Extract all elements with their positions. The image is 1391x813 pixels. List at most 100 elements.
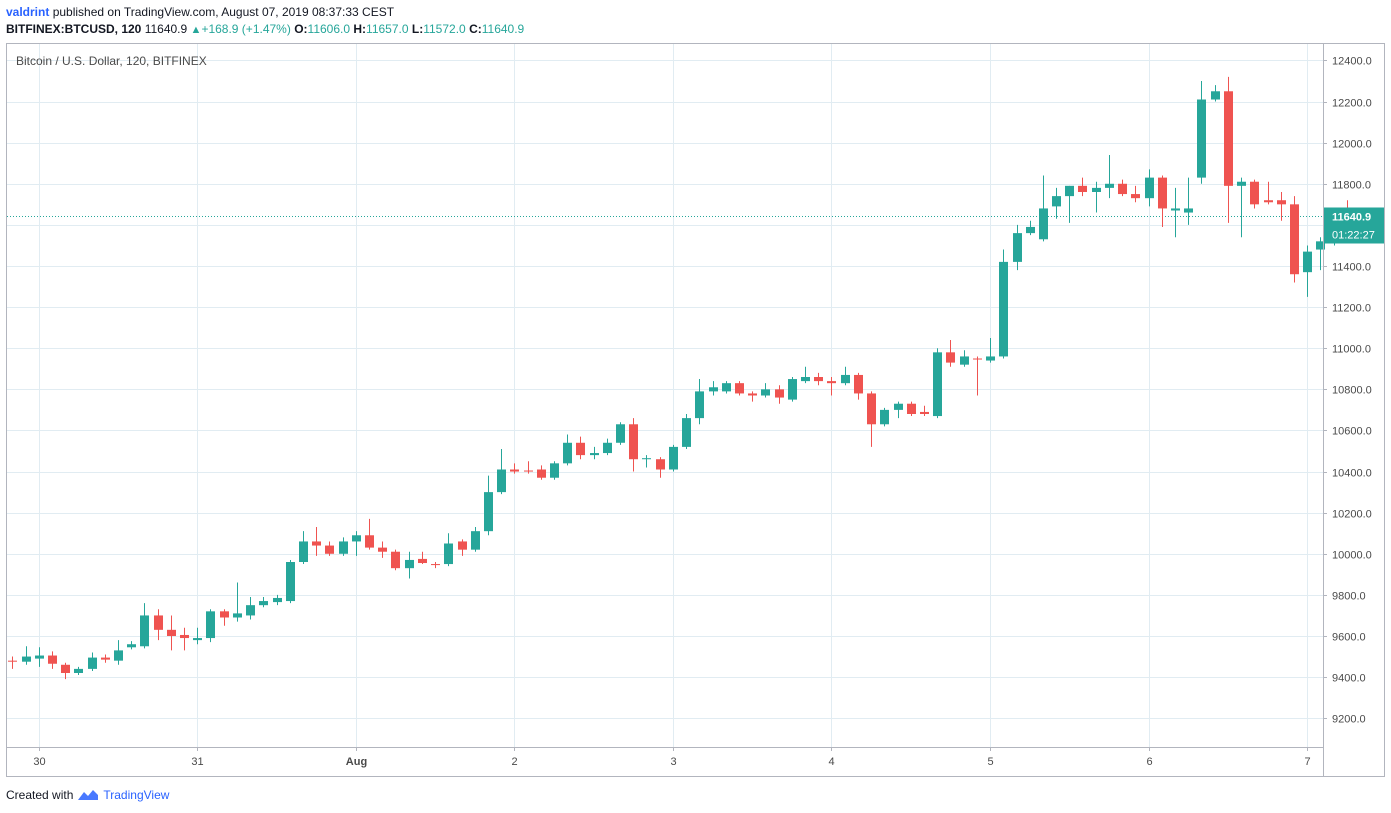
candle-body — [695, 391, 704, 419]
candle-body — [1184, 208, 1193, 213]
price-tick-label: 9800.0 — [1332, 591, 1366, 603]
candle-body — [827, 381, 836, 384]
price-change: +168.9 (+1.47%) — [201, 22, 291, 36]
candle-up — [339, 537, 348, 556]
candlestick-chart[interactable]: 9200.0 9400.0 9600.0 9800.0 10000.0 10200.0 10… — [7, 44, 1384, 776]
candle-body — [444, 543, 453, 565]
candle-body — [1197, 99, 1206, 178]
candle-down — [431, 562, 440, 569]
candle-up — [299, 531, 308, 565]
candle-up — [1065, 185, 1074, 223]
candle-down — [325, 541, 334, 556]
candle-body — [761, 389, 770, 396]
symbol-legend: BITFINEX:BTCUSD, 120 11640.9 ▲+168.9 (+1… — [6, 22, 524, 36]
candle-down — [524, 461, 533, 474]
candle-body — [325, 545, 334, 554]
candle-down — [1118, 179, 1127, 197]
tradingview-logo-icon — [78, 790, 99, 800]
candle-down — [365, 518, 374, 550]
candle-up — [695, 379, 704, 425]
candle-body — [8, 660, 17, 662]
current-price-tag — [1324, 207, 1384, 226]
candle-body — [748, 393, 757, 396]
grid-lines — [7, 44, 1323, 747]
candle-body — [1039, 208, 1048, 240]
candle-down — [378, 541, 387, 558]
candle-down — [61, 662, 70, 680]
open-value: 11606.0 — [307, 22, 351, 36]
candle-body — [299, 541, 308, 562]
candle-down — [220, 609, 229, 626]
candle-up — [114, 640, 123, 665]
candle-up — [616, 422, 625, 445]
candle-up — [960, 350, 969, 367]
candle-body — [1290, 204, 1299, 275]
price-tick-label: 10800.0 — [1332, 385, 1372, 397]
candle-up — [1105, 155, 1114, 199]
chart-container[interactable]: 9200.0 9400.0 9600.0 9800.0 10000.0 10200.0 10… — [6, 43, 1385, 777]
candle-body — [814, 377, 823, 382]
time-axis[interactable]: 3031Aug2345678 — [33, 747, 1384, 768]
arrow-up-icon: ▲ — [190, 24, 202, 36]
candle-body — [418, 558, 427, 564]
candle-up — [273, 594, 282, 606]
candle-body — [246, 605, 255, 616]
candle-up — [22, 646, 31, 665]
time-tick-label: 30 — [33, 756, 45, 768]
candle-down — [920, 405, 929, 417]
price-axis[interactable]: 9200.0 9400.0 9600.0 9800.0 10000.0 10200.0 10… — [1323, 56, 1372, 726]
price-tick-label: 10200.0 — [1332, 509, 1372, 521]
candle-body — [1303, 251, 1312, 273]
author-link[interactable]: valdrint — [6, 5, 50, 19]
close-value: 11640.9 — [481, 22, 525, 36]
countdown-tag — [1324, 225, 1384, 244]
candle-body — [682, 418, 691, 447]
candle-up — [709, 381, 718, 396]
candle-body — [841, 374, 850, 384]
candle-body — [471, 531, 480, 550]
candle-up — [88, 652, 97, 671]
candle-body — [656, 459, 665, 470]
candle-body — [1026, 226, 1035, 234]
candle-body — [140, 615, 149, 647]
last-price: 11640.9 — [144, 22, 188, 36]
price-tick-label: 10600.0 — [1332, 426, 1372, 438]
candle-body — [1105, 183, 1114, 188]
candle-body — [1316, 241, 1325, 250]
candle-up — [497, 448, 506, 495]
low-value: 11572.0 — [423, 22, 466, 36]
candle-up — [603, 438, 612, 456]
candle-body — [74, 668, 83, 673]
candle-down — [48, 651, 57, 669]
candle-body — [788, 379, 797, 400]
candle-body — [510, 469, 519, 472]
open-label: O: — [294, 22, 308, 36]
candle-down — [391, 549, 400, 571]
candle-up — [405, 551, 414, 579]
candle-body — [537, 469, 546, 478]
candle-up — [880, 407, 889, 427]
candle-body — [999, 261, 1008, 357]
candle-body — [273, 597, 282, 603]
price-tick-label: 12200.0 — [1332, 98, 1372, 110]
time-tick-label: 7 — [1304, 756, 1310, 768]
candle-body — [405, 559, 414, 569]
candle-up — [233, 582, 242, 622]
candle-body — [867, 393, 876, 425]
candle-down — [101, 654, 110, 663]
candle-up — [669, 444, 678, 472]
candle-body — [1065, 185, 1074, 197]
candle-up — [259, 596, 268, 608]
tradingview-link[interactable]: TradingView — [103, 788, 170, 802]
candle-up — [788, 377, 797, 402]
candle-body — [1052, 196, 1061, 207]
candle-up — [1237, 177, 1246, 238]
candle-down — [180, 627, 189, 651]
created-with-text: Created with — [6, 788, 74, 802]
candle-down — [167, 615, 176, 651]
current-price-label: 11640.9 — [1332, 212, 1371, 224]
price-tick-label: 12000.0 — [1332, 139, 1372, 151]
candle-body — [735, 383, 744, 394]
candle-body — [61, 664, 70, 673]
candle-up — [1026, 220, 1035, 236]
